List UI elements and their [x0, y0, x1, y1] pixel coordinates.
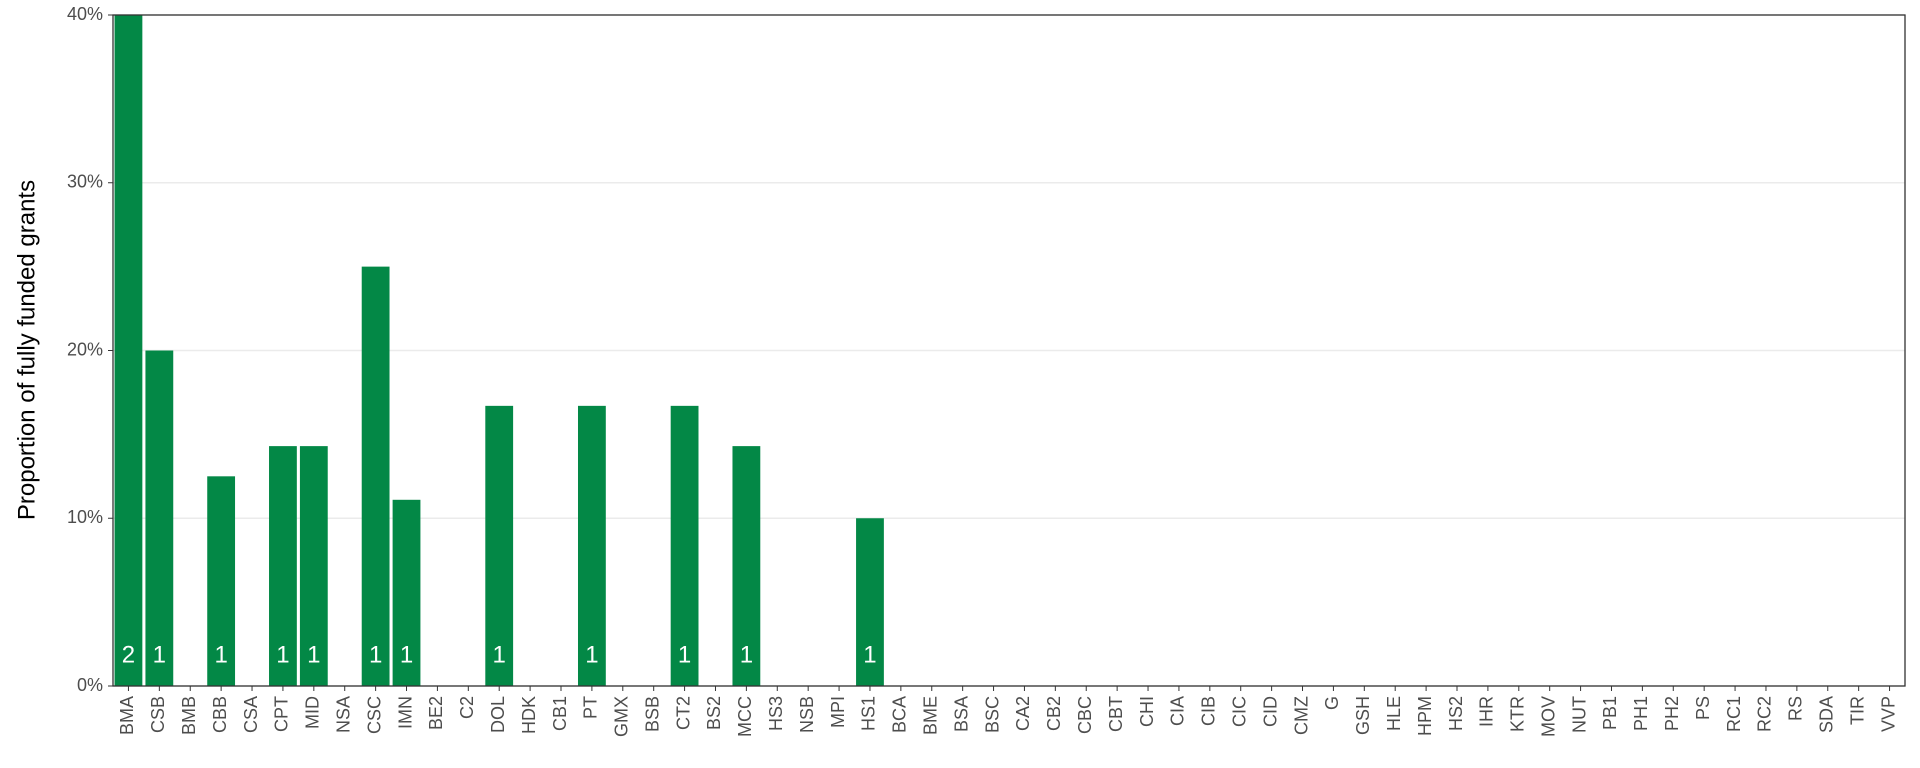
x-tick-label: NUT	[1569, 696, 1589, 733]
x-tick-label: NSB	[797, 696, 817, 733]
x-tick-label: CT2	[673, 696, 693, 730]
x-tick-label: CSB	[148, 696, 168, 733]
x-tick-label: HDK	[519, 696, 539, 734]
x-tick-label: RS	[1786, 696, 1806, 721]
y-tick-label: 10%	[67, 507, 103, 527]
x-tick-label: NSA	[333, 696, 353, 733]
bar	[207, 476, 236, 686]
count-label: 2	[122, 641, 135, 668]
x-tick-label: BE2	[426, 696, 446, 730]
x-tick-label: CMZ	[1291, 696, 1311, 735]
count-label: 1	[585, 641, 598, 668]
bar	[485, 405, 514, 686]
x-tick-label: HS2	[1446, 696, 1466, 731]
x-tick-label: BME	[921, 696, 941, 735]
bar	[732, 446, 761, 686]
x-tick-label: CIC	[1229, 696, 1249, 727]
x-tick-label: CSA	[241, 696, 261, 733]
y-tick-label: 40%	[67, 4, 103, 24]
x-tick-label: PS	[1693, 696, 1713, 720]
x-tick-label: PB1	[1600, 696, 1620, 730]
plot-border	[112, 14, 1906, 687]
count-label: 1	[863, 641, 876, 668]
bar	[577, 405, 606, 686]
y-tick-label: 30%	[67, 172, 103, 192]
x-tick-label: CBT	[1106, 696, 1126, 732]
y-tick-label: 0%	[77, 675, 103, 695]
x-tick-label: BS2	[704, 696, 724, 730]
y-tick-label: 20%	[67, 339, 103, 359]
x-tick-label: CHI	[1137, 696, 1157, 727]
x-tick-label: CA2	[1013, 696, 1033, 731]
x-tick-label: CPT	[272, 696, 292, 732]
x-tick-label: SDA	[1817, 696, 1837, 733]
x-tick-label: BSB	[642, 696, 662, 732]
x-tick-label: BMA	[117, 696, 137, 735]
bar	[361, 266, 390, 686]
bar	[856, 518, 884, 686]
x-tick-label: CB2	[1044, 696, 1064, 731]
x-tick-label: IHR	[1477, 696, 1497, 727]
x-tick-label: HS1	[859, 696, 879, 731]
x-tick-label: RC1	[1724, 696, 1744, 732]
x-tick-label: MCC	[735, 696, 755, 737]
x-tick-label: PH2	[1662, 696, 1682, 731]
x-tick-label: IMN	[395, 696, 415, 729]
x-tick-label: RC2	[1755, 696, 1775, 732]
x-tick-label: CSC	[364, 696, 384, 734]
count-label: 1	[740, 641, 753, 668]
x-tick-label: CBB	[210, 696, 230, 733]
y-axis-title: Proportion of fully funded grants	[13, 180, 40, 520]
x-tick-label: VVP	[1878, 696, 1898, 732]
bar	[392, 499, 421, 686]
count-label: 1	[214, 641, 227, 668]
x-tick-label: KTR	[1508, 696, 1528, 732]
x-tick-label: CID	[1260, 696, 1280, 727]
x-tick-label: BSA	[951, 696, 971, 732]
x-tick-label: BMB	[179, 696, 199, 735]
count-label: 1	[153, 641, 166, 668]
count-label: 1	[369, 641, 382, 668]
x-tick-label: CBC	[1075, 696, 1095, 734]
x-tick-label: BCA	[890, 696, 910, 733]
x-tick-label: CIB	[1199, 696, 1219, 726]
x-tick-label: HS3	[766, 696, 786, 731]
x-tick-label: HLE	[1384, 696, 1404, 731]
x-tick-label: DOL	[488, 696, 508, 733]
bar	[269, 446, 297, 686]
x-tick-label: MPI	[828, 696, 848, 728]
x-tick-label: PH1	[1631, 696, 1651, 731]
x-tick-label: C2	[457, 696, 477, 719]
x-tick-label: GMX	[612, 696, 632, 737]
bar	[114, 15, 143, 686]
x-tick-label: HPM	[1415, 696, 1435, 736]
x-tick-label: GSH	[1353, 696, 1373, 735]
bar	[670, 405, 699, 686]
x-tick-label: PT	[581, 696, 601, 719]
count-label: 1	[400, 641, 413, 668]
x-tick-label: CIA	[1168, 696, 1188, 726]
bar	[145, 350, 174, 686]
x-tick-label: MID	[303, 696, 323, 729]
x-tick-label: G	[1322, 696, 1342, 710]
bar	[299, 446, 328, 686]
x-tick-label: TIR	[1847, 696, 1867, 725]
count-label: 1	[493, 641, 506, 668]
x-tick-label: BSC	[982, 696, 1002, 733]
count-label: 1	[307, 641, 320, 668]
count-label: 1	[678, 641, 691, 668]
count-label: 1	[276, 641, 289, 668]
x-tick-label: CB1	[550, 696, 570, 731]
x-tick-label: MOV	[1538, 696, 1558, 737]
